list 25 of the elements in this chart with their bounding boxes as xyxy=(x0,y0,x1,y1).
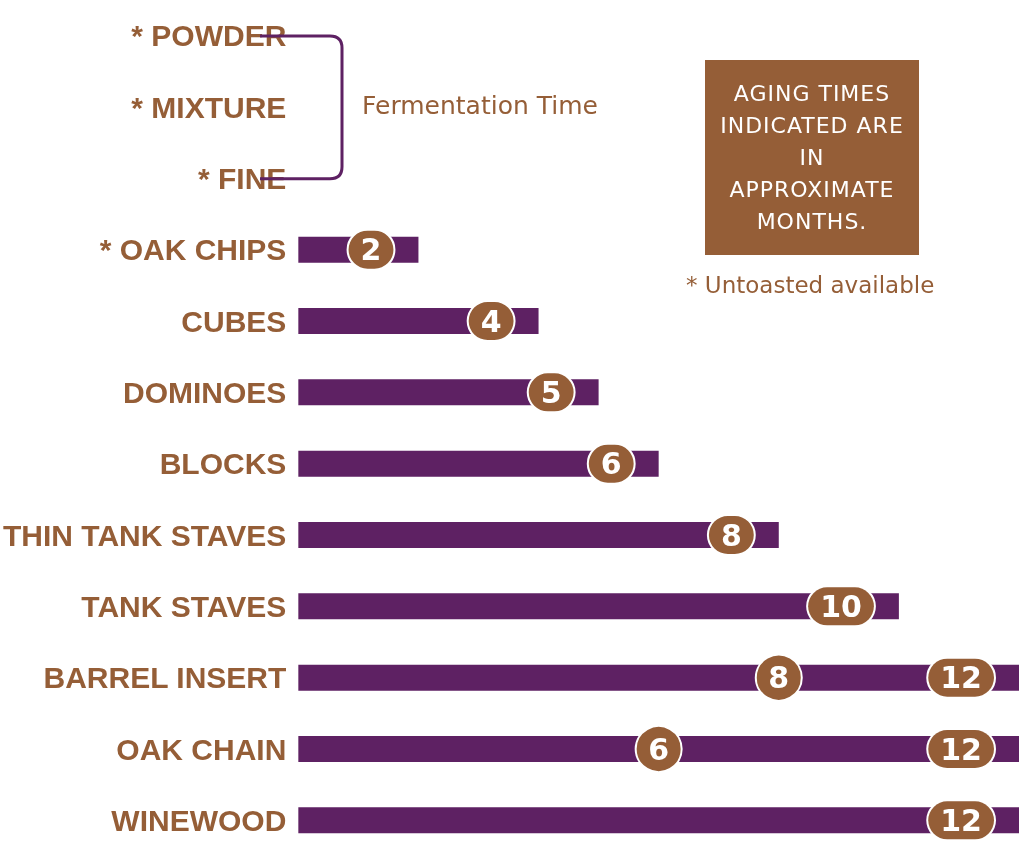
y-tick-label: CUBES xyxy=(181,304,287,338)
data-label: 6 xyxy=(600,446,622,482)
data-label: 8 xyxy=(768,660,790,696)
data-label: 5 xyxy=(540,374,562,410)
annotation: * Untoasted available xyxy=(686,272,935,298)
data-label: 12 xyxy=(940,660,982,696)
y-tick-label: DOMINOES xyxy=(122,375,287,409)
data-label: 6 xyxy=(648,731,670,767)
data-label: 2 xyxy=(360,232,382,268)
y-tick-label: THIN TANK STAVES xyxy=(2,518,287,552)
data-label: 12 xyxy=(940,802,982,838)
data-label: 12 xyxy=(940,731,982,767)
y-tick-label: * MIXTURE xyxy=(131,90,287,124)
data-label: 4 xyxy=(480,303,502,339)
annotation: AGING TIMES INDICATED ARE IN APPROXIMATE MONTHS. xyxy=(705,60,919,255)
y-tick-label: BLOCKS xyxy=(159,447,287,481)
y-tick-label: * POWDER xyxy=(131,19,287,53)
y-tick-label: * OAK CHIPS xyxy=(99,233,287,267)
annotation: Fermentation Time xyxy=(362,91,598,120)
data-label: 10 xyxy=(820,588,862,624)
y-tick-label: OAK CHAIN xyxy=(116,732,287,766)
y-tick-label: BARREL INSERT xyxy=(43,661,287,695)
y-tick-label: TANK STAVES xyxy=(81,589,287,623)
data-label: 8 xyxy=(720,517,742,553)
y-tick-label: WINEWOOD xyxy=(111,803,287,837)
